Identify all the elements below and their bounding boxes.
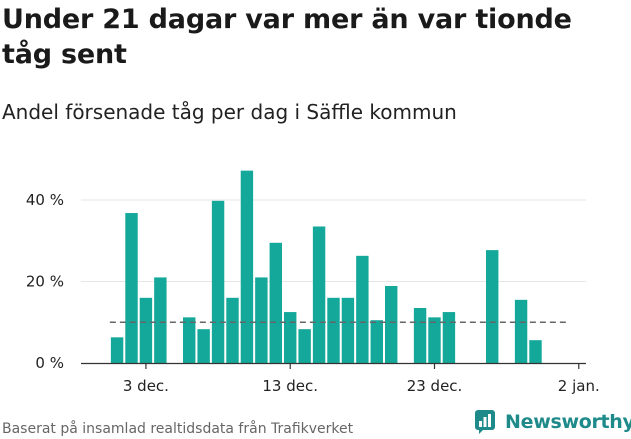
bar bbox=[529, 340, 542, 363]
y-tick-label: 40 % bbox=[26, 191, 64, 209]
source-note: Baserat på insamlad realtidsdata från Tr… bbox=[2, 421, 354, 437]
x-tick-label: 23 dec. bbox=[407, 377, 463, 395]
bar bbox=[514, 299, 528, 363]
bar bbox=[255, 277, 268, 363]
bar bbox=[341, 297, 355, 363]
logo-text: Newsworthy bbox=[505, 411, 631, 433]
bar bbox=[442, 312, 456, 363]
x-tick-label: 3 dec. bbox=[123, 377, 169, 395]
bar bbox=[370, 320, 383, 363]
x-tick-label: 2 jan. bbox=[558, 377, 600, 395]
bar bbox=[269, 242, 282, 363]
bar bbox=[211, 200, 225, 363]
y-tick-label: 20 % bbox=[26, 273, 64, 291]
x-tick-label: 13 dec. bbox=[262, 377, 318, 395]
bar bbox=[154, 277, 167, 363]
bar bbox=[197, 329, 210, 363]
bar bbox=[312, 226, 326, 363]
chart-subtitle: Andel försenade tåg per dag i Säffle kom… bbox=[2, 100, 457, 124]
bar bbox=[356, 255, 369, 363]
bar bbox=[327, 297, 340, 363]
newsworthy-logo: Newsworthy bbox=[475, 408, 631, 436]
bar bbox=[486, 250, 499, 363]
bar bbox=[385, 285, 398, 363]
y-tick-label: 0 % bbox=[35, 354, 64, 372]
bar bbox=[183, 317, 196, 363]
bar bbox=[413, 307, 427, 363]
bar bbox=[240, 170, 254, 363]
chart-title: Under 21 dagar var mer än var tionde tåg… bbox=[2, 4, 572, 70]
bar bbox=[298, 329, 311, 363]
bar bbox=[284, 312, 297, 363]
bar bbox=[110, 337, 124, 363]
bar bbox=[139, 297, 153, 363]
newsworthy-logo-icon bbox=[475, 410, 495, 434]
bar bbox=[226, 297, 239, 363]
bar bbox=[428, 317, 441, 363]
bar bbox=[125, 213, 138, 363]
